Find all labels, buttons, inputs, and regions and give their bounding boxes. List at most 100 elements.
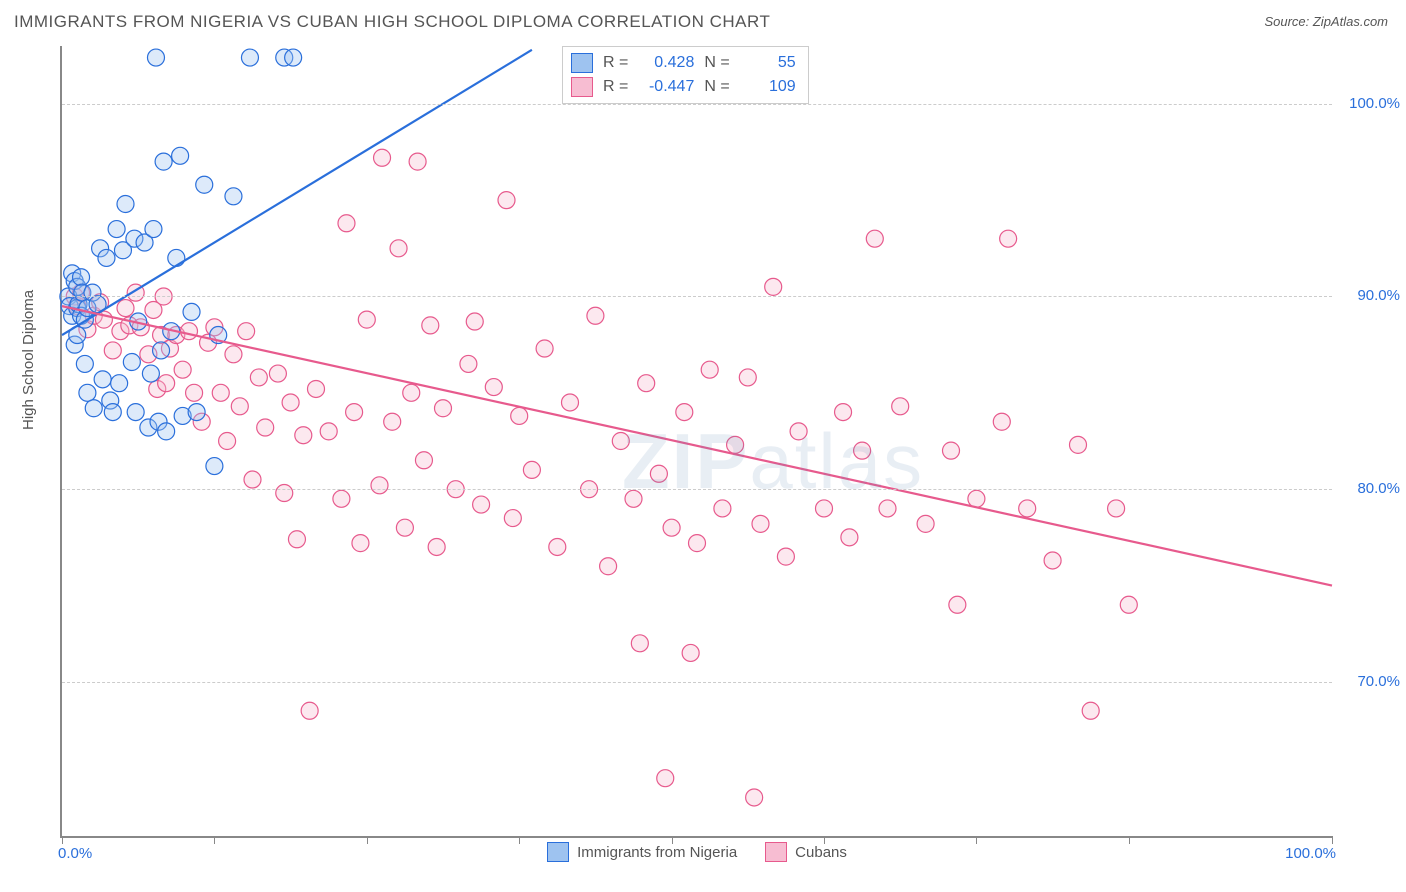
x-axis-legend: Immigrants from Nigeria Cubans bbox=[62, 842, 1332, 862]
data-point bbox=[485, 379, 502, 396]
data-point bbox=[835, 404, 852, 421]
data-point bbox=[98, 249, 115, 266]
gridline-h bbox=[62, 489, 1332, 490]
r-value-cubans: -0.447 bbox=[638, 78, 694, 96]
data-point bbox=[358, 311, 375, 328]
data-point bbox=[816, 500, 833, 517]
data-point bbox=[943, 442, 960, 459]
gridline-h bbox=[62, 682, 1332, 683]
data-point bbox=[238, 323, 255, 340]
data-point bbox=[727, 436, 744, 453]
data-point bbox=[196, 176, 213, 193]
data-point bbox=[241, 49, 258, 66]
data-point bbox=[460, 355, 477, 372]
gridline-h bbox=[62, 104, 1332, 105]
data-point bbox=[142, 365, 159, 382]
data-point bbox=[172, 147, 189, 164]
data-point bbox=[269, 365, 286, 382]
data-point bbox=[504, 510, 521, 527]
data-point bbox=[155, 153, 172, 170]
data-point bbox=[333, 490, 350, 507]
chart-svg bbox=[62, 46, 1332, 836]
data-point bbox=[158, 423, 175, 440]
data-point bbox=[854, 442, 871, 459]
legend-label-cubans: Cubans bbox=[795, 844, 847, 861]
data-point bbox=[663, 519, 680, 536]
swatch-nigeria bbox=[571, 53, 593, 73]
data-point bbox=[181, 323, 198, 340]
data-point bbox=[338, 215, 355, 232]
data-point bbox=[777, 548, 794, 565]
data-point bbox=[285, 49, 302, 66]
ytick-label: 70.0% bbox=[1357, 673, 1400, 690]
data-point bbox=[498, 192, 515, 209]
xtick-label-left: 0.0% bbox=[58, 845, 92, 862]
data-point bbox=[174, 361, 191, 378]
data-point bbox=[1120, 596, 1137, 613]
data-point bbox=[219, 433, 236, 450]
swatch-cubans bbox=[571, 77, 593, 97]
data-point bbox=[1000, 230, 1017, 247]
data-point bbox=[212, 384, 229, 401]
legend-label-nigeria: Immigrants from Nigeria bbox=[577, 844, 737, 861]
data-point bbox=[276, 485, 293, 502]
n-label: N = bbox=[704, 78, 729, 96]
swatch-cubans bbox=[765, 842, 787, 862]
data-point bbox=[435, 400, 452, 417]
swatch-nigeria bbox=[547, 842, 569, 862]
chart-title: IMMIGRANTS FROM NIGERIA VS CUBAN HIGH SC… bbox=[14, 12, 770, 32]
xtick-label-right: 100.0% bbox=[1285, 845, 1336, 862]
data-point bbox=[790, 423, 807, 440]
r-label: R = bbox=[603, 54, 628, 72]
data-point bbox=[917, 515, 934, 532]
data-point bbox=[409, 153, 426, 170]
n-label: N = bbox=[704, 54, 729, 72]
data-point bbox=[352, 535, 369, 552]
xtick bbox=[824, 836, 825, 844]
y-axis-label: High School Diploma bbox=[20, 290, 37, 430]
chart-container: IMMIGRANTS FROM NIGERIA VS CUBAN HIGH SC… bbox=[0, 0, 1406, 892]
data-point bbox=[85, 400, 102, 417]
data-point bbox=[746, 789, 763, 806]
xtick bbox=[1332, 836, 1333, 844]
data-point bbox=[108, 221, 125, 238]
data-point bbox=[127, 404, 144, 421]
data-point bbox=[104, 404, 121, 421]
data-point bbox=[301, 702, 318, 719]
data-point bbox=[168, 249, 185, 266]
data-point bbox=[123, 354, 140, 371]
data-point bbox=[282, 394, 299, 411]
data-point bbox=[371, 477, 388, 494]
data-point bbox=[866, 230, 883, 247]
legend-item-cubans: Cubans bbox=[765, 842, 847, 862]
data-point bbox=[76, 355, 93, 372]
data-point bbox=[244, 471, 261, 488]
data-point bbox=[549, 538, 566, 555]
data-point bbox=[257, 419, 274, 436]
data-point bbox=[1108, 500, 1125, 517]
data-point bbox=[625, 490, 642, 507]
data-point bbox=[145, 221, 162, 238]
data-point bbox=[73, 269, 90, 286]
data-point bbox=[188, 404, 205, 421]
data-point bbox=[752, 515, 769, 532]
regression-line bbox=[62, 50, 532, 335]
data-point bbox=[250, 369, 267, 386]
data-point bbox=[422, 317, 439, 334]
data-point bbox=[739, 369, 756, 386]
data-point bbox=[1019, 500, 1036, 517]
data-point bbox=[993, 413, 1010, 430]
stats-row-cubans: R = -0.447 N = 109 bbox=[571, 75, 796, 99]
data-point bbox=[638, 375, 655, 392]
data-point bbox=[631, 635, 648, 652]
data-point bbox=[466, 313, 483, 330]
data-point bbox=[657, 770, 674, 787]
data-point bbox=[949, 596, 966, 613]
data-point bbox=[384, 413, 401, 430]
data-point bbox=[117, 196, 134, 213]
data-point bbox=[650, 465, 667, 482]
data-point bbox=[892, 398, 909, 415]
data-point bbox=[415, 452, 432, 469]
data-point bbox=[396, 519, 413, 536]
data-point bbox=[374, 149, 391, 166]
